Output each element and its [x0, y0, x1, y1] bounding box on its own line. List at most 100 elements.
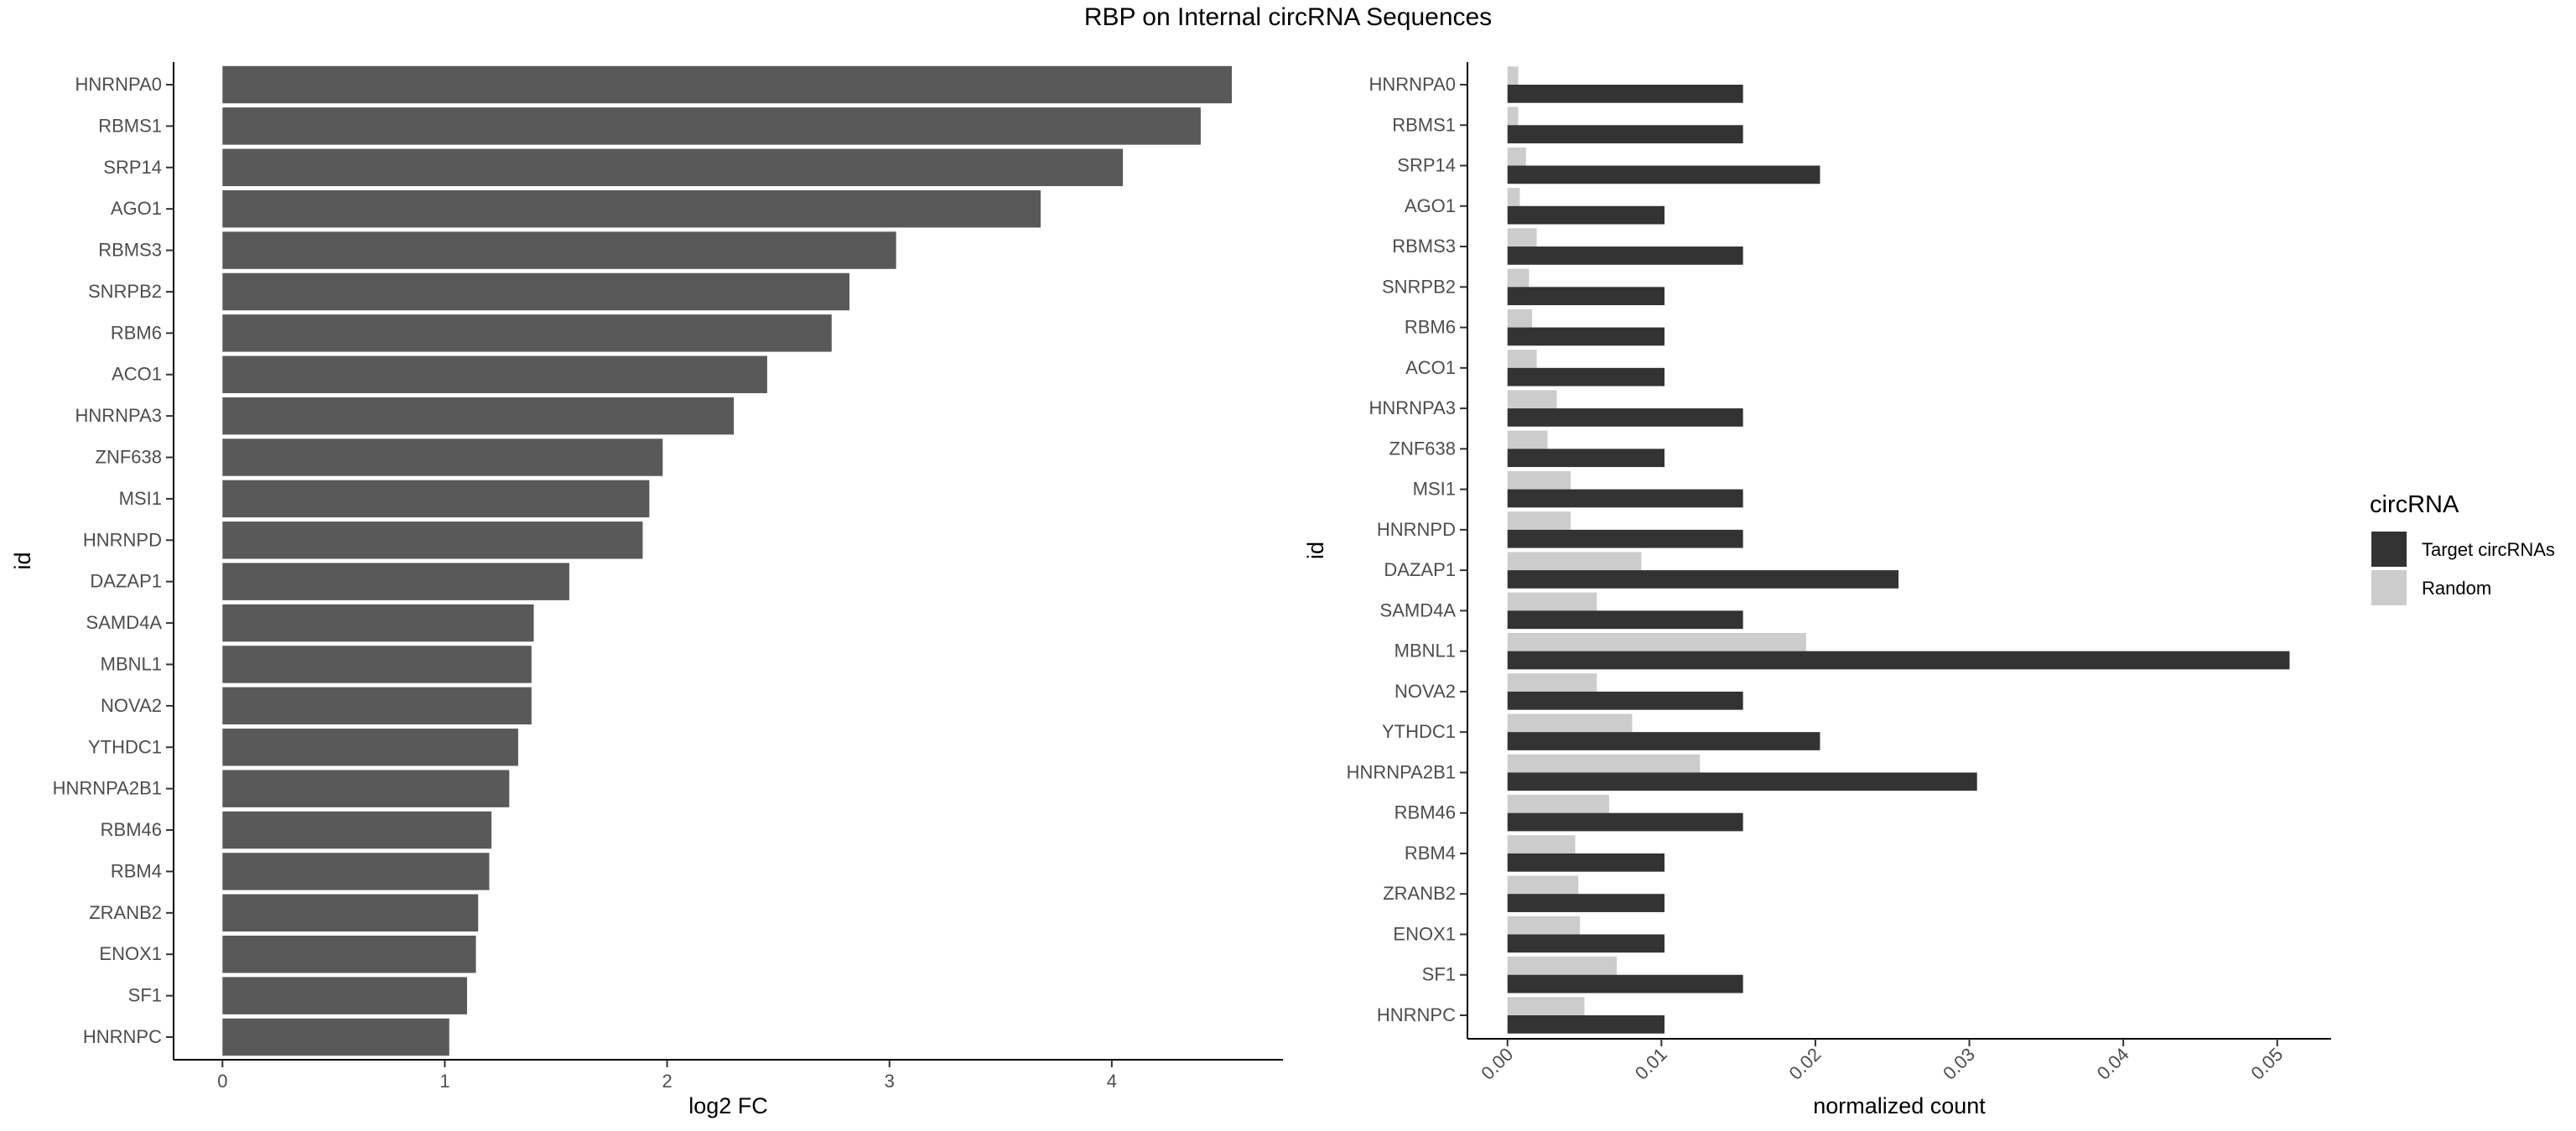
- y-tick-label-ago1: AGO1: [1405, 195, 1456, 216]
- bar-random-hnrnpa3: [1507, 390, 1557, 409]
- y-tick-label-msi1: MSI1: [1413, 479, 1456, 500]
- bar-ythdc1: [222, 729, 518, 766]
- bar-znf638: [222, 438, 663, 476]
- legend-label-random: Random: [2422, 578, 2491, 599]
- bar-msi1: [222, 480, 650, 518]
- y-tick-label-znf638: ZNF638: [96, 447, 162, 468]
- bar-random-rbm46: [1507, 794, 1609, 813]
- y-tick-label-zranb2: ZRANB2: [1383, 883, 1456, 904]
- bar-random-hnrnpd: [1507, 511, 1571, 530]
- bar-rbms3: [222, 231, 896, 269]
- bar-random-hnrnpc: [1507, 997, 1585, 1015]
- y-tick-label-rbms1: RBMS1: [1392, 114, 1456, 135]
- bar-target-hnrnpd: [1507, 529, 1743, 548]
- y-tick-label-rbm6: RBM6: [111, 322, 162, 343]
- normalized-count-bar-chart: HNRNPA0 RBMS1 SRP14 AGO1 RBMS3 SNRPB2 RBM6 ACO1…: [1303, 62, 2331, 1118]
- y-tick-label-ago1: AGO1: [111, 198, 162, 219]
- y-tick-label-hnrnpd: HNRNPD: [83, 529, 162, 550]
- bar-target-hnrnpa2b1: [1507, 772, 1977, 791]
- bar-target-sf1: [1507, 974, 1743, 994]
- bar-mbnl1: [222, 646, 532, 683]
- y-axis-title: id: [10, 552, 35, 569]
- bar-target-nova2: [1507, 691, 1743, 710]
- y-tick-label-nova2: NOVA2: [101, 695, 162, 716]
- bar-target-rbm46: [1507, 812, 1743, 832]
- y-tick-label-mbnl1: MBNL1: [1394, 641, 1456, 661]
- bar-rbm4: [222, 853, 490, 890]
- y-tick-label-rbm46: RBM46: [1394, 802, 1456, 823]
- bar-target-mbnl1: [1507, 651, 2290, 670]
- y-tick-label-rbms3: RBMS3: [1392, 236, 1456, 257]
- bar-ago1: [222, 189, 1041, 228]
- x-tick-label: 0.00: [1477, 1044, 1517, 1084]
- x-tick-label: 2: [662, 1071, 672, 1092]
- legend: circRNA Target circRNAs Random: [2370, 491, 2555, 605]
- chart-title: RBP on Internal circRNA Sequences: [1083, 3, 1493, 31]
- y-tick-label-hnrnpd: HNRNPD: [1377, 519, 1456, 540]
- bar-target-ago1: [1507, 205, 1665, 225]
- bar-snrpb2: [222, 272, 849, 311]
- x-tick-label: 1: [439, 1071, 449, 1092]
- bar-target-ythdc1: [1507, 732, 1820, 750]
- y-tick-label-rbm4: RBM4: [111, 860, 162, 881]
- y-axis-title: id: [1303, 542, 1328, 559]
- y-tick-label-enox1: ENOX1: [99, 943, 162, 964]
- y-tick-label-rbms1: RBMS1: [98, 115, 162, 136]
- y-tick-label-sf1: SF1: [1422, 964, 1456, 985]
- y-tick-label-aco1: ACO1: [1405, 357, 1456, 378]
- x-tick-label: 4: [1107, 1071, 1117, 1092]
- x-axis-title: normalized count: [1813, 1093, 1986, 1118]
- bar-random-rbms3: [1507, 228, 1537, 247]
- legend-title: circRNA: [2370, 491, 2459, 518]
- y-tick-label-enox1: ENOX1: [1393, 923, 1456, 944]
- bar-aco1: [222, 355, 767, 393]
- bar-target-srp14: [1507, 165, 1820, 184]
- log2fc-bar-chart: HNRNPA0 RBMS1 SRP14 AGO1 RBMS3 SNRPB2 RBM6 ACO1…: [10, 62, 1283, 1118]
- legend-swatch-random: [2371, 570, 2407, 605]
- legend-label-target-circrnas: Target circRNAs: [2422, 539, 2555, 560]
- y-tick-label-snrpb2: SNRPB2: [1382, 276, 1456, 297]
- bar-random-rbm4: [1507, 835, 1576, 853]
- bar-dazap1: [222, 563, 569, 600]
- bar-target-enox1: [1507, 934, 1665, 953]
- x-tick-label: 0.02: [1785, 1044, 1826, 1084]
- bar-enox1: [222, 935, 476, 973]
- bar-rbm6: [222, 314, 832, 352]
- bar-random-znf638: [1507, 430, 1548, 449]
- bar-random-msi1: [1507, 470, 1571, 490]
- bar-random-mbnl1: [1507, 632, 1806, 651]
- x-axis-title: log2 FC: [688, 1093, 768, 1118]
- y-tick-label-samd4a: SAMD4A: [86, 612, 163, 633]
- y-tick-label-hnrnpa3: HNRNPA3: [75, 405, 162, 426]
- bar-target-hnrnpa0: [1507, 85, 1743, 103]
- bar-random-hnrnpa2b1: [1507, 754, 1701, 773]
- bar-target-samd4a: [1507, 610, 1743, 630]
- y-tick-label-aco1: ACO1: [112, 364, 162, 385]
- x-tick-label: 0.01: [1631, 1044, 1671, 1084]
- bar-random-samd4a: [1507, 592, 1597, 611]
- bar-random-rbm6: [1507, 309, 1533, 328]
- bar-target-znf638: [1507, 449, 1665, 468]
- y-tick-label-ythdc1: YTHDC1: [1382, 721, 1456, 742]
- bar-random-srp14: [1507, 147, 1526, 166]
- bar-hnrnpc: [222, 1018, 449, 1056]
- x-tick-label: 0.05: [2246, 1044, 2287, 1084]
- bar-random-zranb2: [1507, 875, 1579, 895]
- bar-hnrnpa0: [222, 65, 1233, 104]
- y-tick-label-nova2: NOVA2: [1394, 681, 1456, 702]
- y-tick-label-dazap1: DAZAP1: [90, 571, 162, 592]
- y-tick-label-hnrnpa0: HNRNPA0: [75, 74, 162, 95]
- x-tick-label: 0.03: [1939, 1044, 1979, 1084]
- bar-random-aco1: [1507, 350, 1537, 368]
- bar-random-rbms1: [1507, 106, 1519, 126]
- legend-swatch-target-circrnas: [2371, 532, 2407, 567]
- y-tick-label-zranb2: ZRANB2: [89, 902, 162, 923]
- bar-target-hnrnpc: [1507, 1015, 1665, 1034]
- y-tick-label-hnrnpa0: HNRNPA0: [1368, 74, 1456, 95]
- y-tick-label-hnrnpa2b1: HNRNPA2B1: [1347, 761, 1456, 782]
- bar-target-rbms3: [1507, 246, 1743, 265]
- y-tick-label-rbms3: RBMS3: [98, 240, 162, 261]
- y-tick-label-hnrnpa2b1: HNRNPA2B1: [53, 778, 162, 799]
